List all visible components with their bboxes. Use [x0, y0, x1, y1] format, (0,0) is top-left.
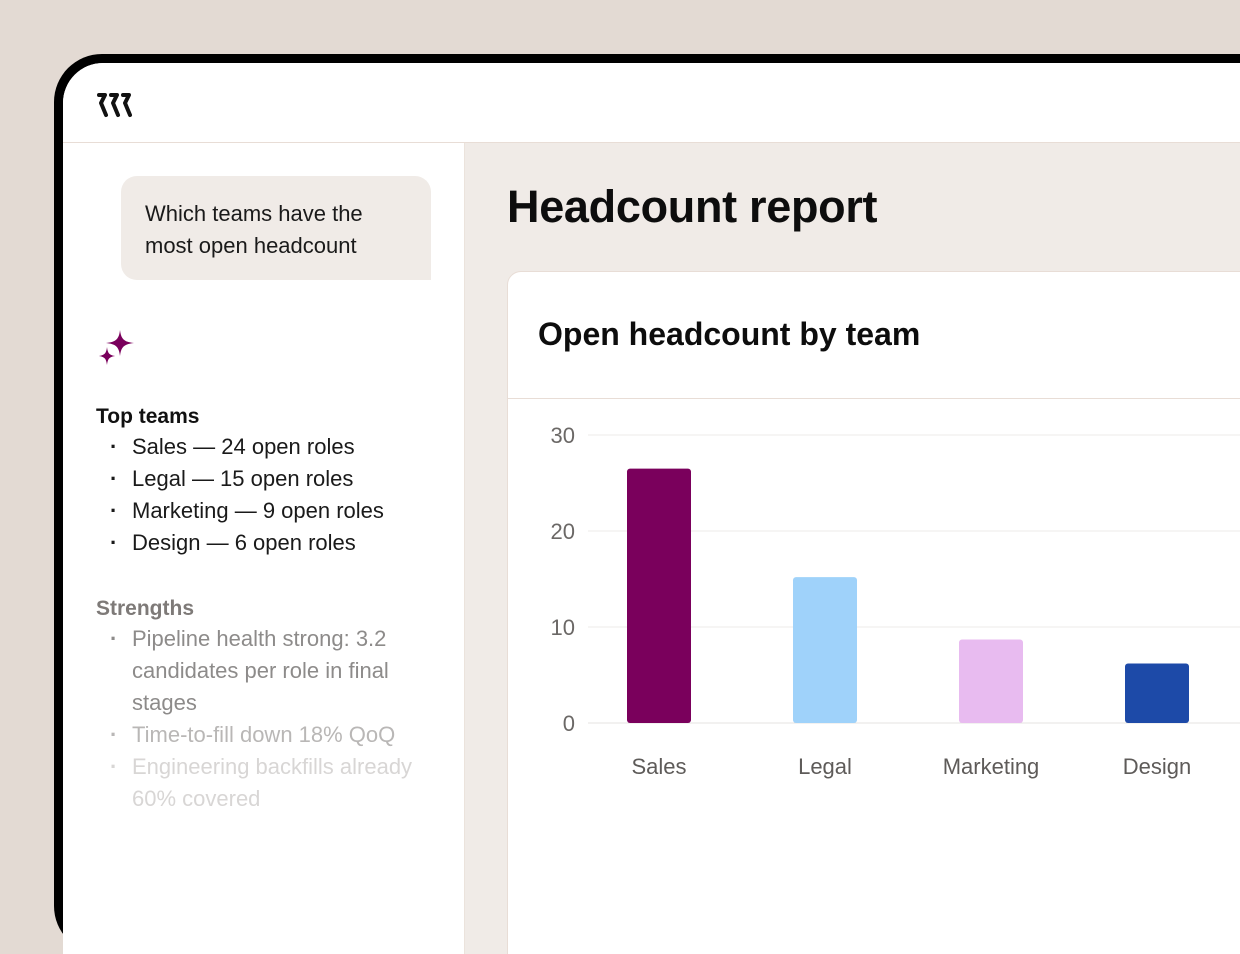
y-tick-label: 20 — [551, 519, 575, 544]
list-item: Legal — 15 open roles — [96, 463, 441, 495]
y-tick-label: 10 — [551, 615, 575, 640]
device-frame: Which teams have the most open headcount… — [54, 54, 1240, 954]
strengths-list: Pipeline health strong: 3.2 candidates p… — [96, 623, 441, 815]
x-tick-label: Marketing — [943, 754, 1040, 779]
bar-design[interactable] — [1125, 663, 1189, 723]
page-title: Headcount report — [507, 181, 878, 232]
bar-sales[interactable] — [627, 468, 691, 723]
app-screen: Which teams have the most open headcount… — [63, 63, 1240, 954]
list-item: Design — 6 open roles — [96, 527, 441, 559]
x-tick-label: Sales — [631, 754, 686, 779]
bar-chart: 0 10 20 30 Sales Legal Marketing Design — [551, 423, 1240, 779]
chart-card: Open headcount by team 0 10 20 30 Sales Legal… — [507, 271, 1240, 954]
x-tick-label: Legal — [798, 754, 852, 779]
x-tick-label: Design — [1123, 754, 1191, 779]
top-bar — [63, 63, 1240, 143]
list-item: Marketing — 9 open roles — [96, 495, 441, 527]
bar-marketing[interactable] — [959, 639, 1023, 723]
bar-legal[interactable] — [793, 577, 857, 723]
card-header: Open headcount by team — [508, 272, 1240, 399]
list-item: Engineering backfills already 60% covere… — [96, 751, 441, 815]
list-item: Sales — 24 open roles — [96, 431, 441, 463]
sparkle-icon — [99, 330, 134, 365]
three-wave-logo-icon[interactable] — [96, 91, 136, 119]
top-teams-list: Sales — 24 open roles Legal — 15 open ro… — [96, 431, 441, 559]
list-item: Pipeline health strong: 3.2 candidates p… — [96, 623, 441, 719]
section-title-strengths: Strengths — [96, 597, 195, 620]
user-message-bubble: Which teams have the most open headcount — [121, 176, 431, 280]
y-tick-label: 0 — [563, 711, 575, 736]
report-main: Headcount report Open headcount by team … — [465, 143, 1240, 954]
list-item: Time-to-fill down 18% QoQ — [96, 719, 441, 751]
card-title: Open headcount by team — [538, 316, 921, 352]
section-title-top-teams: Top teams — [96, 405, 200, 428]
y-tick-label: 30 — [551, 423, 575, 448]
chat-sidebar: Which teams have the most open headcount… — [63, 143, 465, 954]
